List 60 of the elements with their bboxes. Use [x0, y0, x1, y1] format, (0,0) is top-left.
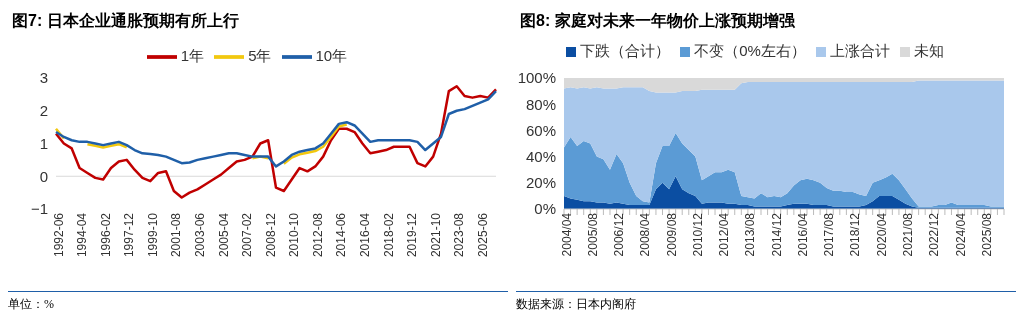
x-tick-label: 2012-08	[310, 212, 325, 258]
x-tick-label: 2008-12	[263, 212, 278, 258]
x-tick-label: 2001-08	[169, 212, 184, 258]
x-tick-label: 2025/08	[979, 212, 994, 257]
x-tick-label: 2018/12	[848, 212, 863, 257]
y-tick-label: 1	[39, 134, 48, 152]
x-tick-label: 2005/08	[585, 212, 600, 257]
y-tick-label: −1	[30, 200, 48, 218]
x-tick-label: 2003-06	[192, 212, 207, 258]
legend-label: 5年	[248, 46, 272, 64]
text: 单位：%	[8, 297, 54, 311]
x-tick-label: 2005-04	[216, 212, 231, 258]
x-tick-label: 2010/12	[690, 212, 705, 257]
x-tick-label: 2020/04	[874, 212, 889, 257]
chart-title: 图8: 家庭对未来一年物价上涨预期增强	[519, 11, 796, 31]
line-series	[54, 84, 498, 199]
x-tick-label: 1997-12	[122, 212, 137, 258]
x-tick-label: 2014/12	[769, 212, 784, 257]
x-tick-label: 2008/04	[638, 212, 653, 257]
x-tick-label: 1994-04	[75, 212, 90, 258]
legend-label: 上涨合计	[829, 42, 890, 59]
x-tick-label: 2016/04	[795, 212, 810, 257]
x-tick-label: 2022/12	[927, 212, 942, 257]
y-tick-label: 3	[39, 69, 48, 87]
x-tick-label: 2014-06	[334, 212, 349, 258]
y-tick-label: 60%	[525, 121, 556, 139]
y-tick-label: 100%	[517, 69, 556, 87]
y-tick-label: 0%	[534, 200, 556, 218]
x-tick-label: 2021-10	[428, 212, 443, 258]
x-tick-label: 1992-06	[51, 212, 66, 258]
x-tick-label: 1996-02	[98, 212, 113, 258]
y-tick-label: 40%	[525, 147, 556, 165]
x-tick-label: 2006/12	[612, 212, 627, 257]
x-tick-label: 2010-10	[287, 212, 302, 258]
x-tick-label: 2024/04	[953, 212, 968, 257]
source-note: 数据来源：日本内阁府	[516, 297, 636, 311]
line-series	[54, 89, 498, 168]
legend-label: 不变（0%左右）	[694, 42, 806, 59]
y-tick-label: 0	[39, 167, 48, 185]
x-tick-label: 2025-06	[475, 212, 490, 258]
x-tick-label: 2016-04	[357, 212, 372, 258]
x-tick-label: 1999-10	[145, 212, 160, 258]
x-tick-label: 2007-02	[240, 212, 255, 258]
x-tick-label: 2021/08	[901, 212, 916, 257]
x-tick-label: 2009/08	[664, 212, 679, 257]
x-tick-label: 2023-08	[452, 212, 467, 258]
x-tick-label: 2017/08	[822, 212, 837, 257]
x-tick-label: 2019-12	[405, 212, 420, 258]
legend-label: 1年	[180, 46, 205, 64]
legend-label: 未知	[913, 42, 944, 59]
chart-title: 图7: 日本企业通胀预期有所上行	[11, 11, 240, 31]
x-tick-label: 2013/08	[743, 212, 758, 257]
legend-label: 下跌（合计）	[580, 42, 671, 59]
legend-label: 10年	[315, 46, 348, 64]
y-tick-label: 2	[39, 102, 48, 120]
x-tick-label: 2004/04	[559, 212, 574, 257]
x-tick-label: 2012/04	[717, 212, 732, 257]
y-tick-label: 20%	[525, 174, 556, 192]
x-tick-label: 2018-02	[381, 212, 396, 258]
y-tick-label: 80%	[525, 95, 556, 113]
